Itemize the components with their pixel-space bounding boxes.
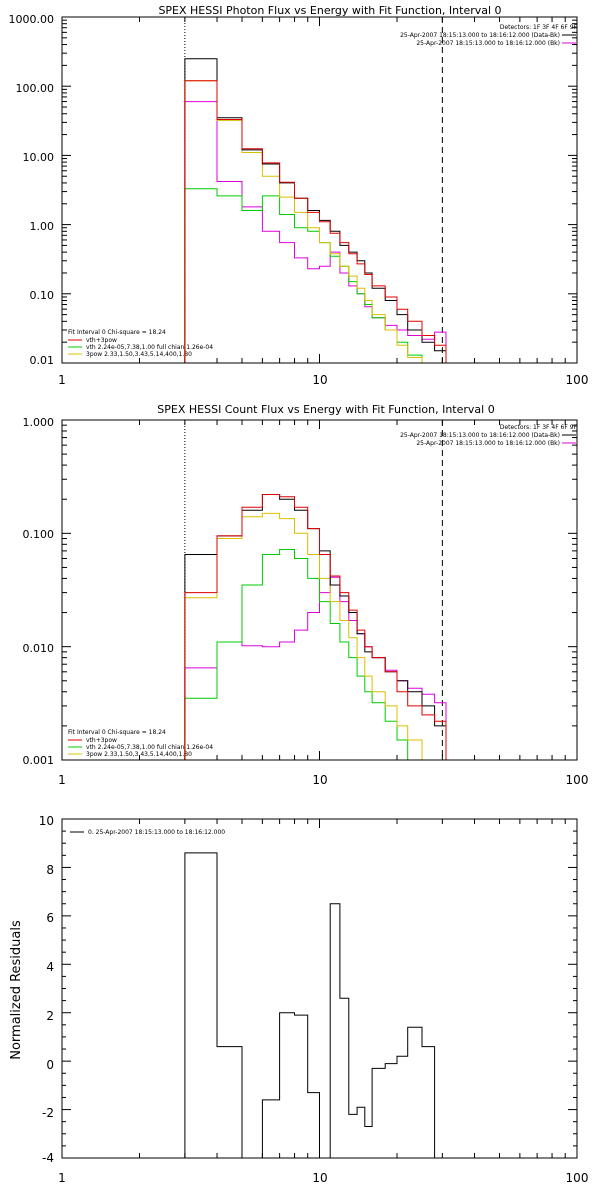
background-series xyxy=(184,101,447,363)
y-tick-label: 1.00 xyxy=(30,220,55,233)
count-flux-xticks: 1 10 100 xyxy=(58,773,588,787)
legend-thermal-entry: vth 2.24e-05,7.38,1.00 full chian 1.26e-… xyxy=(86,344,213,351)
y-tick-label: 0.001 xyxy=(23,754,55,767)
legend-fit-entry: vth+3pow xyxy=(86,337,117,344)
legend-powerlaw-entry: 3pow 2.33,1.50,3.43,5.14,400,1.80 xyxy=(86,751,192,758)
residuals-xticks: 1 10 100 xyxy=(58,1171,588,1185)
photon-flux-panel: SPEX HESSI Photon Flux vs Energy with Fi… xyxy=(9,4,589,387)
x-tick-label: 1 xyxy=(58,1171,66,1185)
photon-flux-legend-right: Detectors: 1F 3F 4F 6F 9F 25-Apr-2007 18… xyxy=(400,24,577,47)
chart-1 xyxy=(61,419,578,761)
background-series xyxy=(184,576,447,760)
y-tick-label: 0.10 xyxy=(30,289,55,302)
legend-data-entry: 25-Apr-2007 18:15:13.000 to 18:16:12.000… xyxy=(400,432,560,439)
axis-ticks xyxy=(61,16,577,364)
data-series xyxy=(184,494,447,760)
chart-2 xyxy=(61,818,578,1159)
legend-powerlaw-entry: 3pow 2.33,1.50,3.43,5.14,400,1.80 xyxy=(86,351,192,358)
y-tick-label: 1.000 xyxy=(23,416,55,429)
legend-thermal-entry: vth 2.24e-05,7.38,1.00 full chian 1.26e-… xyxy=(86,744,213,751)
legend-bk-entry: 25-Apr-2007 18:15:13.000 to 18:16:12.000… xyxy=(416,40,560,47)
count-flux-legend-right: Detectors: 1F 3F 4F 6F 9F 25-Apr-2007 18… xyxy=(400,424,577,447)
y-tick-label: 10 xyxy=(39,814,54,828)
y-tick-label: 10.00 xyxy=(23,151,55,164)
legend-residual-entry: 0. 25-Apr-2007 18:15:13.000 to 18:16:12.… xyxy=(88,829,225,836)
residuals-ylabel: Normalized Residuals xyxy=(9,920,24,1060)
series-group xyxy=(184,852,447,1158)
y-tick-label: -2 xyxy=(42,1106,54,1120)
count-flux-panel: SPEX HESSI Count Flux vs Energy with Fit… xyxy=(23,403,589,787)
x-tick-label: 100 xyxy=(566,373,589,387)
y-tick-label: 0 xyxy=(46,1058,54,1072)
data-series xyxy=(184,58,447,363)
y-tick-label: 2 xyxy=(46,1009,54,1023)
legend-fit-entry: vth+3pow xyxy=(86,737,117,744)
count-flux-title: SPEX HESSI Count Flux vs Energy with Fit… xyxy=(157,403,494,416)
x-tick-label: 1 xyxy=(58,773,66,787)
residual-series xyxy=(184,852,447,1158)
count-flux-yticks: 1.000 0.100 0.010 0.001 xyxy=(23,416,55,767)
plot-frame xyxy=(61,419,578,761)
x-tick-label: 100 xyxy=(566,1171,589,1185)
legend-data-entry: 25-Apr-2007 18:15:13.000 to 18:16:12.000… xyxy=(400,32,560,39)
thermal-series xyxy=(184,188,423,363)
residuals-panel: Normalized Residuals 10 8 6 4 2 0 -2 -4 … xyxy=(9,814,588,1185)
y-tick-label: 0.01 xyxy=(30,354,55,367)
y-tick-label: 0.100 xyxy=(23,528,55,541)
x-tick-label: 100 xyxy=(566,773,589,787)
y-tick-label: 1000.00 xyxy=(9,13,55,26)
photon-flux-xticks: 1 10 100 xyxy=(58,373,588,387)
count-flux-legend-left: Fit Interval 0 Chi-square = 18.24 vth+3p… xyxy=(68,729,213,758)
y-tick-label: 6 xyxy=(46,911,54,925)
fit-total-series xyxy=(184,80,447,363)
chart-0 xyxy=(61,16,578,364)
residuals-legend: 0. 25-Apr-2007 18:15:13.000 to 18:16:12.… xyxy=(70,829,225,836)
power-law-series xyxy=(184,512,423,760)
photon-flux-yticks: 1000.00 100.00 10.00 1.00 0.10 0.01 xyxy=(9,13,55,367)
plot-layer xyxy=(61,16,578,1159)
legend-bk-entry: 25-Apr-2007 18:15:13.000 to 18:16:12.000… xyxy=(416,440,560,447)
y-tick-label: 100.00 xyxy=(16,82,55,95)
photon-flux-title: SPEX HESSI Photon Flux vs Energy with Fi… xyxy=(158,4,501,17)
x-tick-label: 10 xyxy=(312,373,327,387)
plot-frame xyxy=(61,818,578,1159)
x-tick-label: 10 xyxy=(312,1171,327,1185)
x-tick-label: 1 xyxy=(58,373,66,387)
series-group xyxy=(184,494,447,760)
residuals-yticks: 10 8 6 4 2 0 -2 -4 xyxy=(39,814,54,1165)
series-group xyxy=(184,58,447,363)
photon-flux-legend-left: Fit Interval 0 Chi-square = 18.24 vth+3p… xyxy=(68,329,213,358)
y-tick-label: 0.010 xyxy=(23,642,55,655)
power-law-series xyxy=(184,80,423,363)
plot-frame xyxy=(61,16,578,364)
legend-fit-info: Fit Interval 0 Chi-square = 18.24 xyxy=(68,329,166,336)
y-tick-label: 8 xyxy=(46,863,54,877)
y-tick-label: 4 xyxy=(46,960,54,974)
y-tick-label: -4 xyxy=(42,1151,54,1165)
fit-total-series xyxy=(184,494,447,760)
legend-detectors: Detectors: 1F 3F 4F 6F 9F xyxy=(500,424,578,431)
legend-fit-info: Fit Interval 0 Chi-square = 18.24 xyxy=(68,729,166,736)
x-tick-label: 10 xyxy=(312,773,327,787)
legend-detectors: Detectors: 1F 3F 4F 6F 9F xyxy=(500,24,578,31)
thermal-series xyxy=(184,549,423,760)
